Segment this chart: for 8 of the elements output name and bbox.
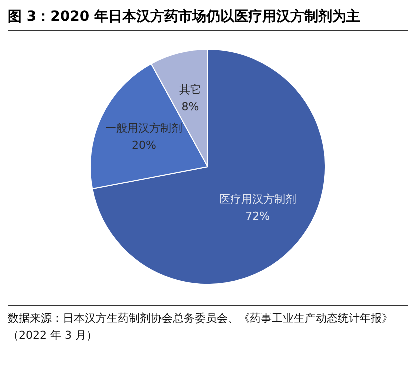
data-label: 8% bbox=[182, 100, 200, 114]
chart-title: 图 3：2020 年日本汉方药市场仍以医疗用汉方制剂为主 bbox=[8, 8, 408, 31]
data-label: 20% bbox=[132, 138, 156, 152]
slice-label: 医疗用汉方制剂 bbox=[219, 193, 296, 206]
source-note: 数据来源：日本汉方生药制剂协会总务委员会、《药事工业生产动态统计年报》（2022 年 3 月） bbox=[8, 305, 408, 344]
slice-label: 一般用汉方制剂 bbox=[106, 122, 183, 135]
data-label: 72% bbox=[246, 210, 270, 224]
slice-label: 其它 bbox=[179, 84, 202, 97]
